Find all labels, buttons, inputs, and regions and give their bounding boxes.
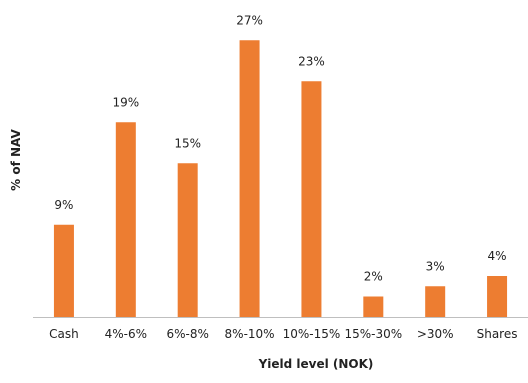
- data-label-2: 15%: [174, 136, 201, 150]
- data-label-7: 4%: [488, 249, 507, 263]
- x-tick-label-7: Shares: [477, 327, 518, 341]
- x-tick-label-3: 8%-10%: [225, 327, 275, 341]
- data-label-6: 3%: [426, 259, 445, 273]
- x-axis-title: Yield level (NOK): [258, 357, 374, 371]
- bar-3: [239, 40, 260, 317]
- data-label-5: 2%: [364, 270, 383, 284]
- x-tick-label-0: Cash: [49, 327, 79, 341]
- bar-5: [363, 296, 384, 317]
- bar-1: [115, 122, 136, 317]
- data-label-4: 23%: [298, 54, 325, 68]
- bar-7: [487, 276, 508, 317]
- data-labels-group: 9% 19% 15% 27% 23% 2% 3% 4%: [54, 13, 506, 283]
- bar-6: [425, 286, 446, 317]
- data-label-3: 27%: [236, 13, 263, 27]
- data-label-1: 19%: [112, 95, 139, 109]
- data-label-0: 9%: [54, 198, 73, 212]
- x-tick-label-2: 6%-8%: [166, 327, 208, 341]
- x-tick-label-1: 4%-6%: [105, 327, 147, 341]
- x-tick-label-5: 15%-30%: [344, 327, 402, 341]
- x-tick-label-4: 10%-15%: [283, 327, 341, 341]
- bar-4: [301, 81, 322, 317]
- bar-2: [177, 163, 198, 317]
- bar-0: [53, 224, 74, 317]
- x-tick-label-6: >30%: [417, 327, 454, 341]
- x-tick-labels-group: Cash 4%-6% 6%-8% 8%-10% 10%-15% 15%-30% >30% Sh…: [49, 327, 517, 341]
- bars-group: [53, 40, 508, 317]
- y-axis-title: % of NAV: [9, 128, 23, 190]
